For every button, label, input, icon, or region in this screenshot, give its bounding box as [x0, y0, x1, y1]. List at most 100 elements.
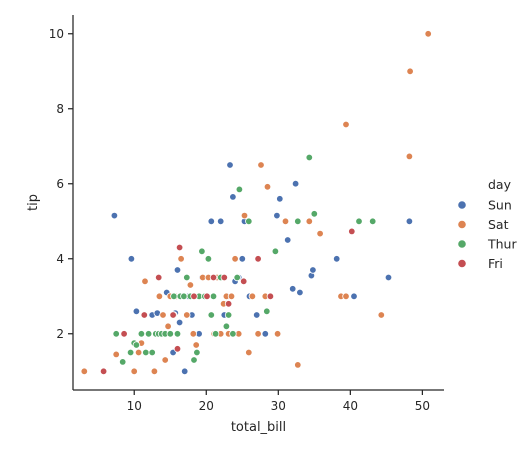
point-thur [263, 307, 271, 315]
point-thur [310, 210, 318, 218]
point-fri [169, 311, 177, 319]
point-sat [231, 255, 239, 263]
point-thur [305, 153, 313, 162]
point-sun [273, 211, 281, 220]
point-thur [211, 330, 220, 338]
point-fri [190, 292, 198, 300]
point-sat [130, 367, 138, 375]
point-fri [254, 255, 262, 263]
point-sat [281, 217, 290, 225]
point-thur [183, 273, 191, 282]
point-thur [137, 330, 146, 338]
x-tick-label: 20 [199, 399, 214, 413]
point-fri [220, 273, 228, 282]
y-axis-label: tip [26, 194, 41, 211]
point-sat [155, 292, 164, 300]
legend-label-fri: Fri [488, 256, 503, 271]
legend: day Sun Sat Thur Fri [457, 177, 517, 271]
point-thur [233, 273, 241, 282]
axes: 10 20 30 40 50 2 4 6 8 10 total_bill tip [26, 15, 444, 435]
point-thur [170, 292, 178, 300]
point-sun [132, 307, 141, 315]
legend-marker-thur [457, 239, 467, 249]
y-tick-label: 10 [49, 27, 64, 41]
legend-label-thur: Thur [487, 237, 517, 252]
point-fri [239, 277, 248, 285]
point-sun [238, 255, 246, 263]
point-thur [355, 217, 363, 225]
x-tick-label: 30 [271, 399, 286, 413]
point-fri [348, 227, 356, 236]
point-sat [405, 152, 414, 161]
y-tick-label: 2 [56, 327, 64, 341]
point-sat [248, 292, 257, 300]
point-thur [190, 356, 198, 364]
point-thur [173, 330, 182, 338]
point-sun [309, 266, 317, 274]
point-fri [154, 273, 163, 282]
point-sat [377, 311, 385, 319]
point-fri [203, 292, 211, 300]
point-sat [240, 211, 249, 220]
point-thur [209, 292, 218, 300]
point-sat [294, 361, 302, 369]
point-sat [342, 292, 350, 300]
point-sat [112, 350, 120, 359]
point-thur [126, 348, 135, 357]
point-sun [173, 266, 182, 274]
point-thur [148, 348, 156, 357]
point-sat [192, 341, 200, 349]
point-sat [189, 330, 197, 338]
point-fri [173, 345, 182, 353]
point-fri [140, 311, 148, 319]
point-sun [405, 217, 414, 225]
point-sun [291, 179, 300, 188]
point-sat [263, 183, 272, 191]
legend-marker-sun [457, 200, 467, 210]
point-fri [120, 330, 128, 338]
point-thur [207, 311, 215, 319]
point-thur [245, 217, 253, 225]
point-sun [229, 193, 237, 201]
point-thur [180, 292, 188, 300]
x-tick-label: 40 [343, 399, 358, 413]
point-thur [224, 311, 233, 319]
point-sat [273, 330, 282, 338]
legend-marker-fri [457, 258, 467, 269]
point-sat [141, 277, 149, 285]
point-sat [183, 311, 191, 319]
point-thur [198, 247, 206, 255]
point-sun [261, 330, 269, 338]
point-sun [284, 236, 292, 244]
point-sat [257, 161, 265, 169]
point-sat [164, 322, 172, 330]
point-sat [161, 356, 169, 364]
point-thur [112, 330, 120, 338]
point-sun [127, 255, 136, 263]
legend-label-sun: Sun [488, 198, 512, 213]
point-thur [294, 217, 302, 225]
point-sun [384, 273, 393, 282]
point-fri [175, 243, 184, 252]
x-axis-label: total_bill [231, 420, 286, 435]
point-sat [150, 367, 159, 375]
point-fri [209, 273, 218, 282]
point-thur [193, 348, 201, 357]
y-tick-label: 8 [56, 102, 64, 116]
point-sat [305, 217, 313, 225]
point-sun [110, 211, 119, 220]
point-thur [132, 341, 141, 349]
point-sun [216, 217, 225, 225]
point-sun [175, 318, 184, 327]
legend-title: day [488, 177, 512, 192]
point-sun [289, 285, 297, 293]
point-sat [177, 255, 185, 263]
point-fri [266, 292, 275, 300]
point-sat [134, 348, 143, 357]
point-sun [276, 195, 284, 203]
point-sat [159, 311, 167, 319]
point-sun [253, 311, 261, 319]
point-sat [227, 292, 236, 300]
y-tick-label: 4 [56, 252, 64, 266]
